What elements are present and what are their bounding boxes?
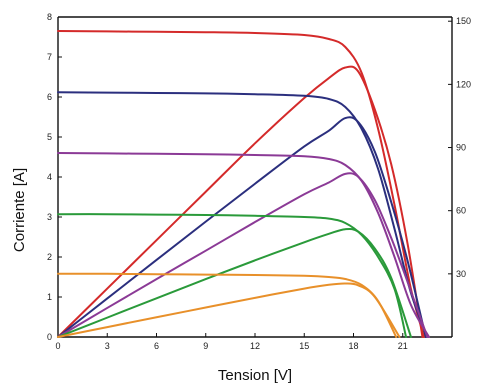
y2-tick-label: 120 — [456, 79, 471, 89]
power-curve-series — [57, 282, 401, 338]
plot-frame — [57, 16, 453, 338]
x-tick-label: 0 — [55, 341, 60, 351]
x-tick-label: 3 — [105, 341, 110, 351]
x-axis-title: Tension [V] — [218, 367, 292, 384]
power-curve-series — [57, 172, 429, 338]
y2-tick-label: 90 — [456, 143, 466, 153]
current-curve-series — [57, 152, 431, 338]
y-tick-label: 6 — [47, 92, 52, 102]
x-tick-label: 21 — [398, 341, 408, 351]
y-tick-label: 5 — [47, 132, 52, 142]
x-tick-label: 15 — [299, 341, 309, 351]
y-axis-title: Corriente [A] — [11, 168, 28, 252]
power-curve-series — [57, 228, 412, 338]
y2-tick-label: 150 — [456, 16, 471, 26]
x-tick-label: 9 — [203, 341, 208, 351]
y-tick-label: 1 — [47, 292, 52, 302]
x-tick-label: 18 — [348, 341, 358, 351]
y-tick-label: 0 — [47, 332, 52, 342]
current-curve-series — [57, 213, 408, 338]
y-tick-label: 2 — [47, 252, 52, 262]
y-tick-label: 4 — [47, 172, 52, 182]
y2-tick-label: 60 — [456, 206, 466, 216]
y-tick-label: 8 — [47, 12, 52, 22]
current-curve-series — [57, 30, 426, 338]
power-curve-series — [57, 65, 424, 338]
y-tick-label: 3 — [47, 212, 52, 222]
current-curve-series — [57, 91, 429, 338]
y-tick-label: 7 — [47, 52, 52, 62]
curves-layer — [57, 30, 431, 338]
power-curve-series — [57, 116, 427, 338]
x-tick-label: 6 — [154, 341, 159, 351]
x-tick-label: 12 — [250, 341, 260, 351]
y2-tick-label: 30 — [456, 269, 466, 279]
